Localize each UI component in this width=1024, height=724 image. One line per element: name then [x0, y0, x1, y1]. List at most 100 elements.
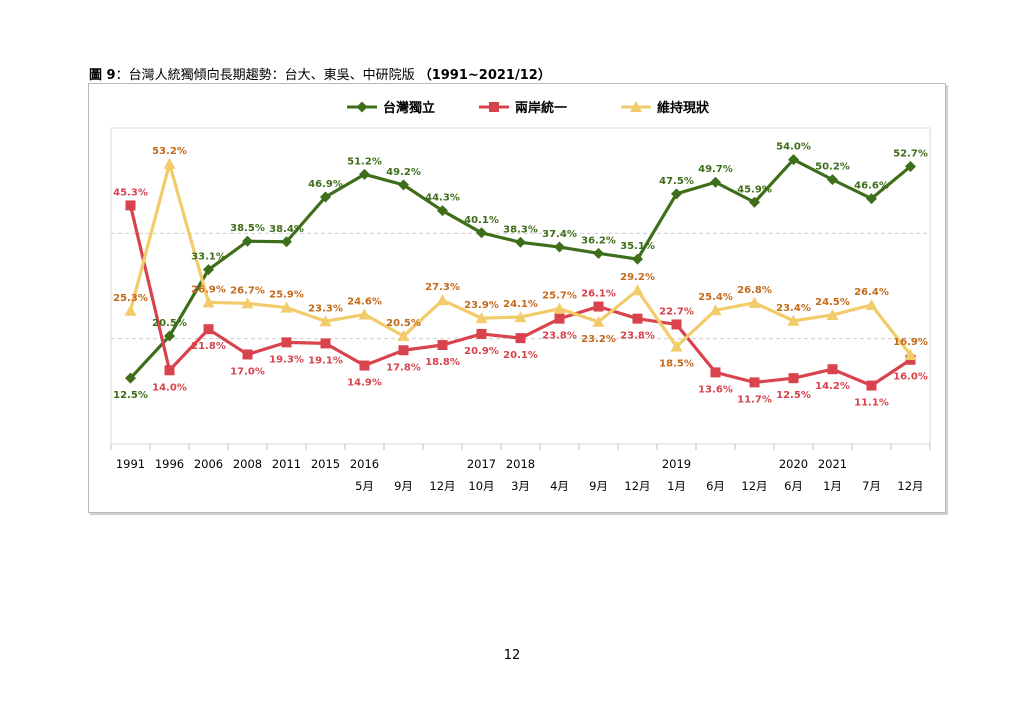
data-point-yellow	[397, 330, 410, 342]
data-point-yellow	[514, 311, 527, 323]
data-label-green: 49.2%	[386, 167, 421, 178]
data-point-yellow	[124, 304, 137, 316]
data-point-red	[671, 319, 682, 330]
data-point-green	[905, 160, 916, 172]
data-point-yellow	[631, 284, 644, 296]
x-tick-label-month: 12月	[624, 479, 650, 493]
data-point-red	[437, 339, 448, 350]
data-label-green: 46.6%	[854, 181, 889, 192]
data-label-yellow: 26.4%	[854, 287, 889, 298]
data-point-yellow	[358, 308, 371, 320]
legend-label-green: 台灣獨立	[383, 100, 435, 116]
data-point-red	[398, 345, 409, 356]
series-line-green	[129, 157, 912, 380]
data-point-yellow	[592, 315, 605, 327]
data-label-green: 38.3%	[503, 224, 538, 235]
data-point-yellow	[163, 157, 176, 169]
data-point-red	[788, 373, 799, 384]
data-label-green: 35.1%	[620, 241, 655, 252]
x-tick-label-month: 6月	[706, 479, 725, 493]
data-label-yellow: 26.7%	[230, 285, 265, 296]
data-label-red: 18.8%	[425, 357, 460, 368]
data-point-red	[281, 337, 292, 348]
data-point-yellow	[319, 315, 332, 327]
data-label-yellow: 23.4%	[776, 303, 811, 314]
x-tick-label-year: 2021	[818, 457, 847, 471]
x-tick-label-year: 2008	[233, 457, 262, 471]
x-tick-label-year: 2020	[779, 457, 808, 471]
data-label-green: 20.5%	[152, 318, 187, 329]
legend-label-yellow: 維持現狀	[657, 100, 710, 116]
data-point-green	[125, 372, 136, 384]
data-label-yellow: 23.3%	[308, 303, 343, 314]
data-label-red: 19.3%	[269, 354, 304, 365]
data-label-yellow: 27.3%	[425, 282, 460, 293]
data-label-green: 12.5%	[113, 390, 148, 401]
data-point-yellow	[280, 301, 293, 313]
data-point-yellow	[670, 340, 683, 352]
data-label-red: 12.5%	[776, 390, 811, 401]
data-point-yellow	[709, 304, 722, 316]
data-label-green: 50.2%	[815, 162, 850, 173]
data-label-red: 20.9%	[464, 346, 499, 357]
data-point-green	[437, 205, 448, 217]
data-point-red	[827, 364, 838, 375]
data-point-yellow	[904, 348, 917, 360]
data-label-red: 14.2%	[815, 381, 850, 392]
data-label-yellow: 25.4%	[698, 292, 733, 303]
data-label-green: 38.5%	[230, 223, 265, 234]
data-label-red: 14.9%	[347, 378, 382, 389]
data-point-green	[359, 168, 370, 180]
data-label-yellow: 23.9%	[464, 300, 499, 311]
data-point-green	[515, 236, 526, 248]
data-label-yellow: 25.3%	[113, 293, 148, 304]
data-label-green: 54.0%	[776, 142, 811, 153]
x-tick-label-month: 12月	[429, 479, 455, 493]
data-label-yellow: 18.5%	[659, 359, 694, 370]
data-point-red	[554, 313, 565, 324]
data-point-red	[125, 200, 136, 211]
x-tick-label-month: 9月	[589, 479, 608, 493]
data-label-green: 44.3%	[425, 193, 460, 204]
data-label-yellow: 26.9%	[191, 284, 226, 295]
data-label-red: 16.0%	[893, 372, 928, 383]
data-point-red	[242, 349, 253, 360]
x-tick-label-month: 3月	[511, 479, 530, 493]
data-label-yellow: 24.6%	[347, 296, 382, 307]
data-label-green: 52.7%	[893, 148, 928, 159]
data-point-red	[632, 313, 643, 324]
x-tick-label-month: 12月	[897, 479, 923, 493]
data-point-green	[164, 330, 175, 342]
data-label-yellow: 29.2%	[620, 272, 655, 283]
data-label-red: 14.0%	[152, 382, 187, 393]
x-tick-label-month: 1月	[667, 479, 686, 493]
data-label-green: 36.2%	[581, 235, 616, 246]
data-label-green: 40.1%	[464, 215, 499, 226]
data-point-yellow	[787, 314, 800, 326]
legend-marker-yellow	[630, 101, 642, 112]
data-label-red: 45.3%	[113, 187, 148, 198]
line-chart: 1991 1996 2006 2008 2011 2015 2016 5月 9月 12月 2017 1…	[110, 100, 931, 493]
data-point-green	[749, 196, 760, 208]
data-point-green	[671, 188, 682, 200]
legend-marker-red	[489, 102, 499, 112]
data-label-red: 20.1%	[503, 350, 538, 361]
x-tick-label-month: 6月	[784, 479, 803, 493]
data-label-yellow: 26.8%	[737, 285, 772, 296]
figure-number: 圖 9	[89, 68, 116, 83]
data-point-green	[476, 227, 487, 239]
data-point-green	[398, 179, 409, 191]
data-point-red	[320, 338, 331, 349]
x-tick-label-month: 1月	[823, 479, 842, 493]
data-label-red: 17.0%	[230, 366, 265, 377]
data-label-yellow: 24.1%	[503, 299, 538, 310]
data-label-green: 47.5%	[659, 176, 694, 187]
data-point-yellow	[436, 294, 449, 306]
data-point-yellow	[865, 298, 878, 310]
data-point-yellow	[475, 312, 488, 324]
data-point-green	[320, 191, 331, 203]
x-tick-label-month: 9月	[394, 479, 413, 493]
data-label-yellow: 16.9%	[893, 337, 928, 348]
data-label-red: 22.7%	[659, 306, 694, 317]
data-label-green: 45.9%	[737, 184, 772, 195]
